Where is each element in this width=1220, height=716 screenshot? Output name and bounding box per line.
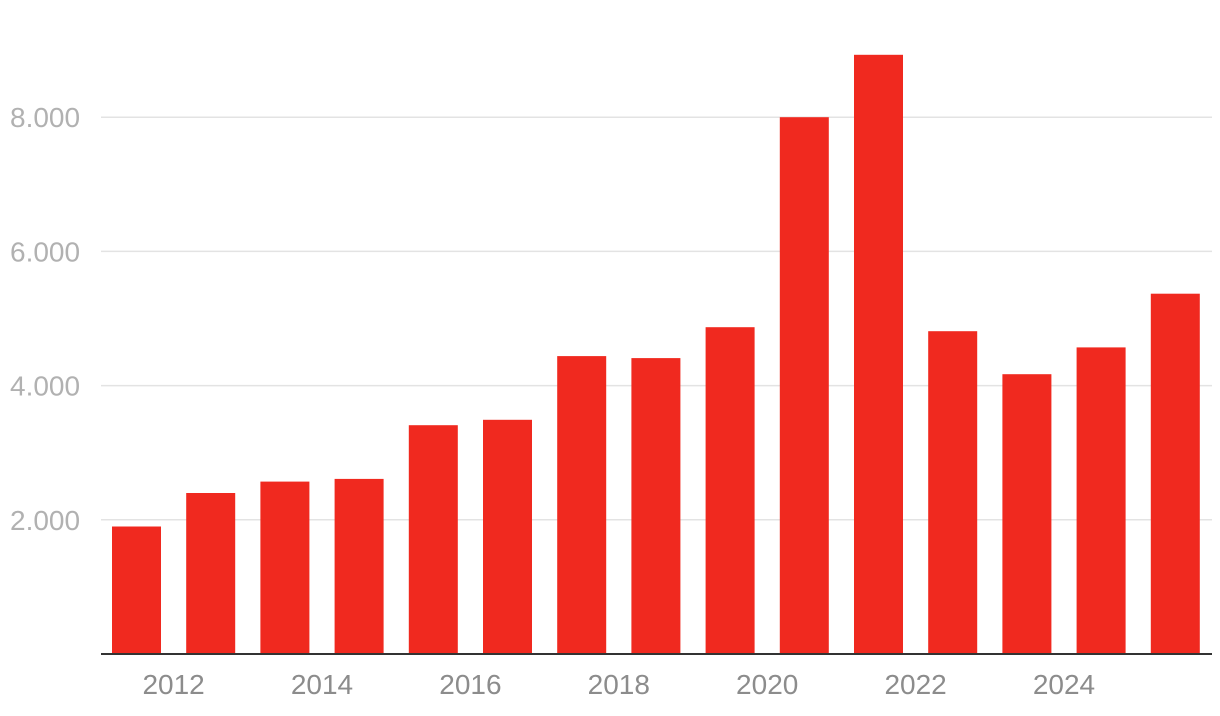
- bar-2013: [260, 481, 310, 654]
- x-axis-ticks: 2012 2014 2016 2018 2020 2022 2024: [142, 669, 1095, 700]
- y-tick-label: 8.000: [10, 102, 80, 133]
- y-tick-label: 2.000: [10, 505, 80, 536]
- bar-2015: [408, 425, 458, 654]
- bar-2014: [334, 478, 384, 654]
- bar-2024: [1076, 347, 1126, 654]
- y-tick-label: 4.000: [10, 371, 80, 402]
- x-tick-label: 2012: [142, 669, 204, 700]
- x-tick-label: 2024: [1033, 669, 1095, 700]
- bar-2011: [112, 526, 161, 654]
- bar-2021: [854, 54, 903, 655]
- bar-2020: [779, 117, 829, 654]
- y-axis-ticks: 2.000 4.000 6.000 8.000: [10, 102, 80, 536]
- x-tick-label: 2020: [736, 669, 798, 700]
- x-tick-label: 2016: [439, 669, 501, 700]
- bar-2019: [705, 327, 755, 654]
- bar-2022: [928, 331, 978, 654]
- bar-2025: [1150, 293, 1200, 654]
- bar-2016: [483, 419, 532, 654]
- bars: [112, 54, 1200, 655]
- bar-2017: [557, 356, 607, 654]
- bar-2023: [1002, 374, 1052, 654]
- bar-2018: [631, 358, 681, 654]
- x-tick-label: 2014: [291, 669, 353, 700]
- x-tick-label: 2022: [884, 669, 946, 700]
- y-tick-label: 6.000: [10, 236, 80, 267]
- x-tick-label: 2018: [588, 669, 650, 700]
- bar-2012: [186, 493, 236, 654]
